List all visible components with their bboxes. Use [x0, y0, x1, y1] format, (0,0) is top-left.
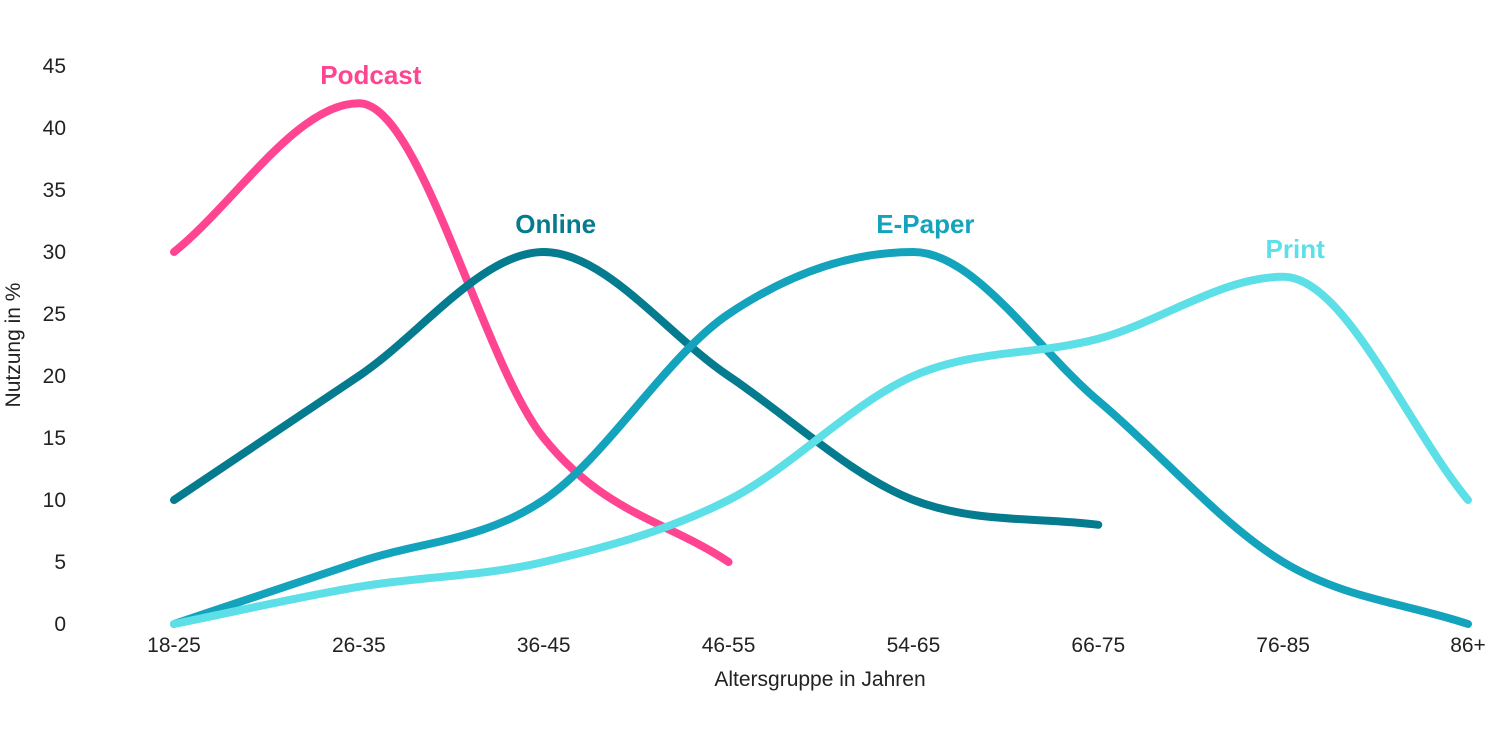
y-axis-title: Nutzung in % [2, 283, 25, 408]
y-tick-label: 25 [43, 303, 66, 326]
x-axis-ticks: 18-25 26-35 36-45 46-55 54-65 66-75 76-85 86+ [147, 634, 1486, 657]
x-tick-label: 76-85 [1256, 634, 1310, 657]
x-axis-title: Altersgruppe in Jahren [714, 668, 925, 691]
series-label-podcast: Podcast [320, 60, 421, 90]
y-tick-label: 40 [43, 117, 66, 140]
series-label-print: Print [1266, 234, 1326, 264]
series-line-e-paper [170, 248, 1472, 628]
series-lines [170, 99, 1472, 628]
series-label-online: Online [515, 209, 596, 239]
x-tick-label: 86+ [1450, 634, 1486, 657]
x-tick-label: 46-55 [702, 634, 756, 657]
x-tick-label: 36-45 [517, 634, 571, 657]
y-tick-label: 10 [43, 489, 66, 512]
x-tick-label: 54-65 [887, 634, 941, 657]
y-tick-label: 30 [43, 241, 66, 264]
series-line-online [170, 248, 1103, 529]
y-tick-label: 45 [43, 55, 66, 78]
y-tick-label: 35 [43, 179, 66, 202]
y-tick-label: 15 [43, 427, 66, 450]
series-line-print [170, 272, 1472, 628]
y-tick-label: 5 [54, 551, 66, 574]
y-tick-label: 20 [43, 365, 66, 388]
y-tick-label: 0 [54, 613, 66, 636]
x-tick-label: 66-75 [1071, 634, 1125, 657]
series-label-e-paper: E-Paper [876, 209, 974, 239]
series-line-podcast [170, 99, 733, 566]
x-tick-label: 26-35 [332, 634, 386, 657]
x-tick-label: 18-25 [147, 634, 201, 657]
y-axis-ticks: 0 5 10 15 20 25 30 35 40 45 [43, 55, 66, 636]
series-labels: Podcast Online E-Paper Print [320, 60, 1325, 264]
